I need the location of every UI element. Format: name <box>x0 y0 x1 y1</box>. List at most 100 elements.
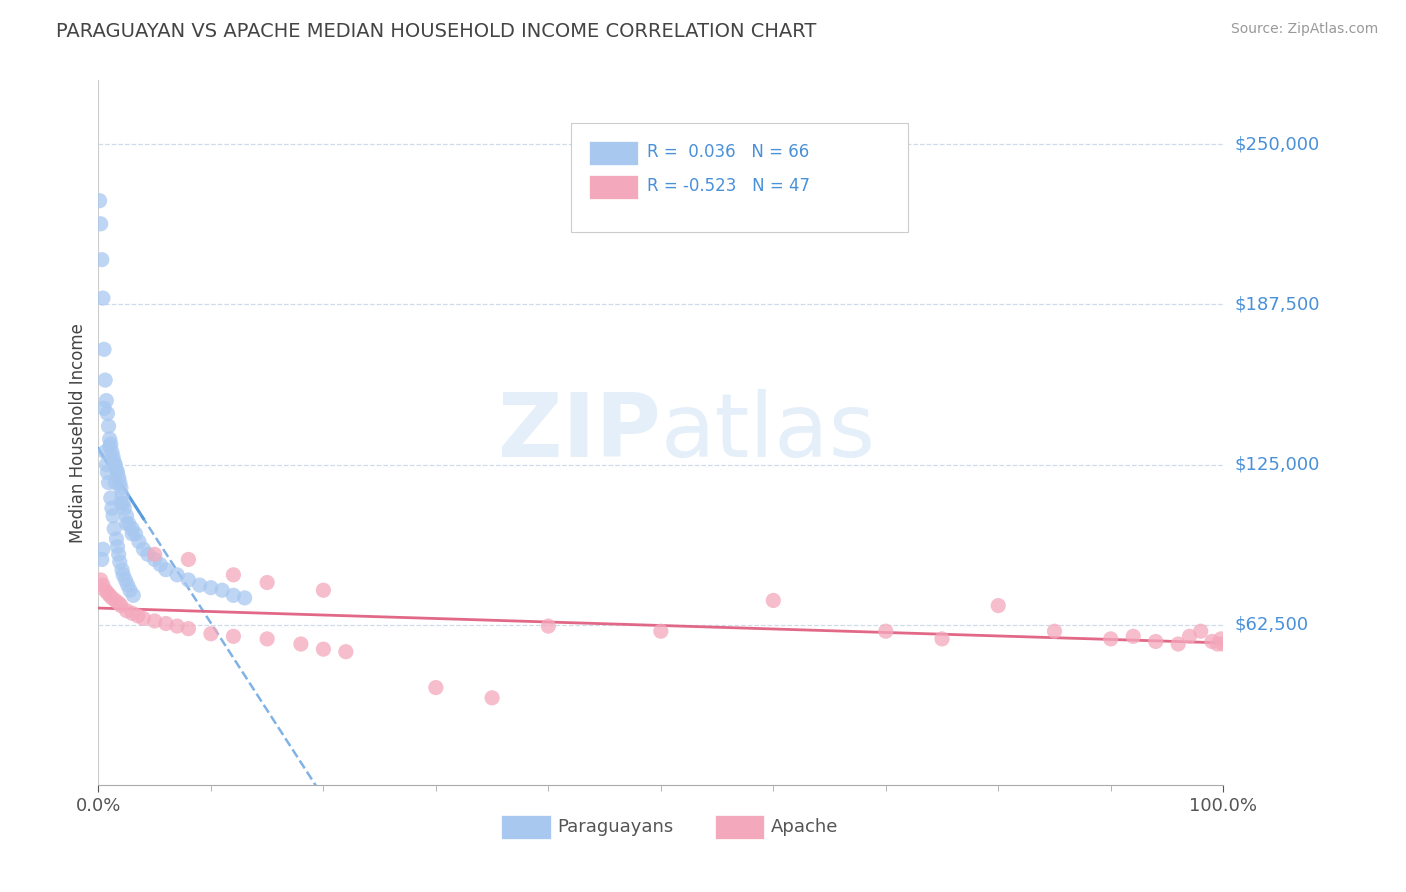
Point <box>155 563 177 577</box>
Point <box>1043 624 1066 639</box>
Text: $187,500: $187,500 <box>1234 295 1320 313</box>
FancyBboxPatch shape <box>589 141 638 165</box>
Point <box>312 583 335 598</box>
Point <box>115 516 138 531</box>
Point <box>107 466 129 480</box>
Text: PARAGUAYAN VS APACHE MEDIAN HOUSEHOLD INCOME CORRELATION CHART: PARAGUAYAN VS APACHE MEDIAN HOUSEHOLD IN… <box>56 22 817 41</box>
Point <box>166 567 188 582</box>
Point <box>122 588 145 602</box>
Point <box>108 555 131 569</box>
Point <box>290 637 312 651</box>
Point <box>155 616 177 631</box>
Point <box>110 599 132 613</box>
Point <box>112 567 135 582</box>
Point <box>90 573 112 587</box>
Point <box>1122 629 1144 643</box>
Point <box>101 591 124 605</box>
Point <box>96 393 118 408</box>
Point <box>97 475 120 490</box>
FancyBboxPatch shape <box>589 175 638 199</box>
Point <box>114 573 136 587</box>
Text: R =  0.036   N = 66: R = 0.036 N = 66 <box>647 143 810 161</box>
Point <box>93 401 115 416</box>
Point <box>107 596 129 610</box>
Point <box>127 608 149 623</box>
Text: Apache: Apache <box>770 818 838 836</box>
Point <box>91 291 114 305</box>
Point <box>96 406 118 420</box>
Point <box>121 522 143 536</box>
Point <box>112 496 135 510</box>
Point <box>177 552 200 566</box>
Point <box>93 343 115 357</box>
Point <box>177 573 200 587</box>
Point <box>124 526 146 541</box>
FancyBboxPatch shape <box>571 122 908 232</box>
Point <box>1167 637 1189 651</box>
Point <box>1099 632 1122 646</box>
Point <box>117 578 139 592</box>
Text: Source: ZipAtlas.com: Source: ZipAtlas.com <box>1230 22 1378 37</box>
Point <box>98 588 121 602</box>
Point <box>256 632 278 646</box>
Point <box>188 578 211 592</box>
FancyBboxPatch shape <box>501 815 551 839</box>
Point <box>1209 632 1232 646</box>
Text: ZIP: ZIP <box>498 389 661 476</box>
Point <box>481 690 503 705</box>
Point <box>233 591 256 605</box>
Point <box>537 619 560 633</box>
Point <box>108 475 131 490</box>
Point <box>143 614 166 628</box>
Point <box>335 645 357 659</box>
Point <box>256 575 278 590</box>
Point <box>105 532 128 546</box>
Point <box>91 578 114 592</box>
Point <box>1206 637 1229 651</box>
Point <box>103 455 125 469</box>
Point <box>118 516 141 531</box>
Point <box>100 437 122 451</box>
Point <box>101 508 124 523</box>
Point <box>177 622 200 636</box>
Point <box>103 522 125 536</box>
Point <box>105 463 128 477</box>
Y-axis label: Median Household Income: Median Household Income <box>69 323 87 542</box>
Point <box>166 619 188 633</box>
Point <box>104 458 127 472</box>
Point <box>931 632 953 646</box>
Point <box>115 604 138 618</box>
Point <box>1212 637 1234 651</box>
Point <box>90 252 112 267</box>
Point <box>94 445 117 459</box>
Point <box>222 588 245 602</box>
Point <box>143 547 166 561</box>
Point <box>762 593 785 607</box>
Point <box>98 440 121 454</box>
Point <box>128 534 150 549</box>
Point <box>100 491 122 505</box>
FancyBboxPatch shape <box>714 815 765 839</box>
Point <box>875 624 897 639</box>
Point <box>149 558 172 572</box>
Point <box>121 607 143 621</box>
Point <box>110 481 132 495</box>
Point <box>104 475 127 490</box>
Point <box>101 445 124 459</box>
Point <box>98 432 121 446</box>
Point <box>94 373 117 387</box>
Point <box>96 586 118 600</box>
Point <box>118 583 141 598</box>
Point <box>200 627 222 641</box>
Point <box>136 547 159 561</box>
Point <box>132 611 155 625</box>
Point <box>96 466 118 480</box>
Point <box>101 501 124 516</box>
Point <box>222 629 245 643</box>
Point <box>112 501 135 516</box>
Point <box>90 552 112 566</box>
Point <box>211 583 233 598</box>
Point <box>132 542 155 557</box>
Point <box>91 542 114 557</box>
Point <box>90 217 112 231</box>
